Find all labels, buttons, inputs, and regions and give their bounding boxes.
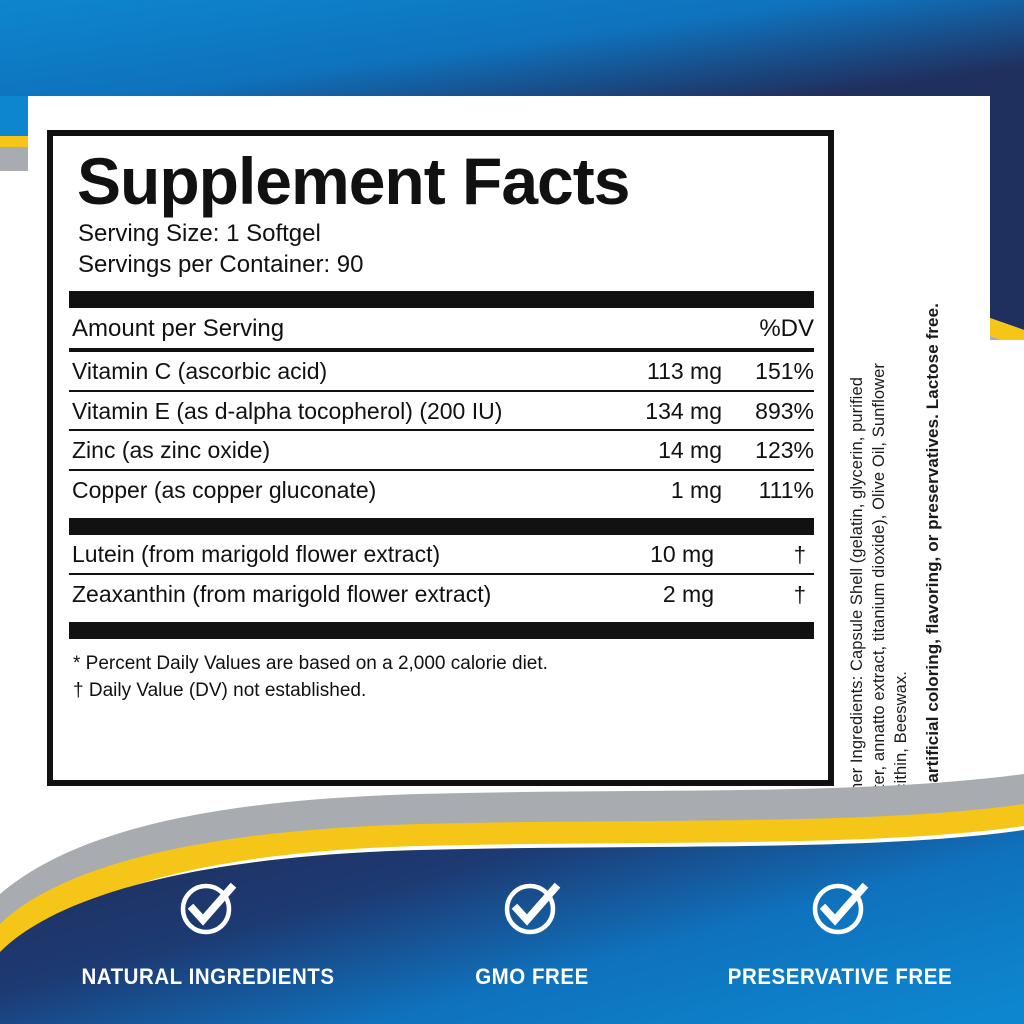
nutrient-dv: 123% (755, 437, 814, 464)
badge-label: NATURAL INGREDIENTS (81, 964, 335, 989)
badge-label: PRESERVATIVE FREE (727, 964, 953, 989)
amount-per-serving-header: Amount per Serving (72, 314, 285, 342)
supplement-facts-box: Supplement Facts Serving Size: 1 Softgel… (47, 130, 834, 786)
right-navy-column (990, 96, 1024, 330)
nutrient-name: Copper (as copper gluconate) (72, 476, 377, 503)
nutrient-amount: 1 mg (670, 476, 722, 503)
nutrient-name: Lutein (from marigold flower extract) (72, 541, 441, 568)
rule-under-header (69, 348, 814, 353)
heavy-divider-bottom (69, 621, 814, 639)
nutrient-amount: 2 mg (662, 580, 714, 607)
supplement-facts-title: Supplement Facts (77, 144, 630, 218)
check-circle-icon (180, 882, 237, 935)
serving-size-text: Serving Size: 1 Softgel (78, 220, 321, 248)
other-ingredients-line-2: water, annatto extract, titanium dioxide… (870, 362, 888, 810)
table-row: Vitamin C (ascorbic acid) 113 mg 151% (69, 352, 814, 389)
footnote-dagger: † Daily Value (DV) not established. (73, 679, 367, 701)
nutrient-dv: 151% (755, 358, 814, 385)
nutrient-name: Zeaxanthin (from marigold flower extract… (72, 580, 492, 607)
nutrient-dv: 111% (758, 476, 814, 503)
nutrient-name: Vitamin E (as d-alpha tocopherol) (200 I… (72, 397, 503, 424)
row-rule (69, 572, 814, 575)
badge-natural-ingredients: NATURAL INGREDIENTS (48, 876, 368, 990)
side-text-block: Other Ingredients: Capsule Shell (gelati… (845, 120, 995, 810)
nutrient-amount: 113 mg (646, 358, 722, 385)
table-row: Zeaxanthin (from marigold flower extract… (69, 575, 814, 612)
badge-gmo-free: GMO FREE (442, 876, 622, 990)
right-gold-stripe (990, 318, 1024, 340)
nutrient-amount: 10 mg (650, 541, 714, 568)
left-gray-stripe (0, 147, 28, 171)
table-row: Zinc (as zinc oxide) 14 mg 123% (69, 431, 814, 468)
nutrient-name: Zinc (as zinc oxide) (72, 437, 271, 464)
badge-preservative-free: PRESERVATIVE FREE (700, 876, 980, 990)
top-blue-band (0, 0, 1024, 96)
table-row: Copper (as copper gluconate) 1 mg 111% (69, 471, 814, 508)
nutrient-name: Vitamin C (ascorbic acid) (72, 358, 328, 385)
left-blue-stub (0, 96, 28, 136)
dv-header: %DV (759, 314, 814, 342)
nutrient-dv: † (793, 542, 806, 568)
right-gray-stripe (990, 336, 1002, 340)
badge-label: GMO FREE (475, 964, 589, 989)
row-rule (69, 468, 814, 471)
table-row: Vitamin E (as d-alpha tocopherol) (200 I… (69, 392, 814, 429)
heavy-divider-top (69, 290, 814, 308)
row-rule (69, 389, 814, 392)
nutrient-amount: 14 mg (658, 437, 722, 464)
table-header-row: Amount per Serving %DV (69, 308, 814, 349)
badges-row: NATURAL INGREDIENTS GMO FREE PRESERVATIV… (0, 839, 1024, 1024)
no-artificial-claim: No artificial coloring, flavoring, or pr… (923, 302, 942, 810)
other-ingredients-line-1: Other Ingredients: Capsule Shell (gelati… (848, 377, 866, 810)
nutrient-dv: 893% (755, 397, 814, 424)
row-rule (69, 429, 814, 432)
check-circle-icon (812, 882, 869, 935)
table-row: Lutein (from marigold flower extract) 10… (69, 535, 814, 572)
nutrient-amount: 134 mg (645, 397, 722, 424)
heavy-divider-middle (69, 518, 814, 536)
check-circle-icon (504, 882, 561, 935)
other-ingredients-line-3: Lecithin, Beeswax. (892, 670, 910, 810)
footnotes-block: * Percent Daily Values are based on a 2,… (69, 651, 814, 705)
servings-per-container-text: Servings per Container: 90 (78, 251, 364, 279)
left-gold-stripe (0, 136, 28, 147)
nutrient-dv: † (793, 581, 806, 607)
footnote-percent-dv: * Percent Daily Values are based on a 2,… (73, 652, 548, 674)
